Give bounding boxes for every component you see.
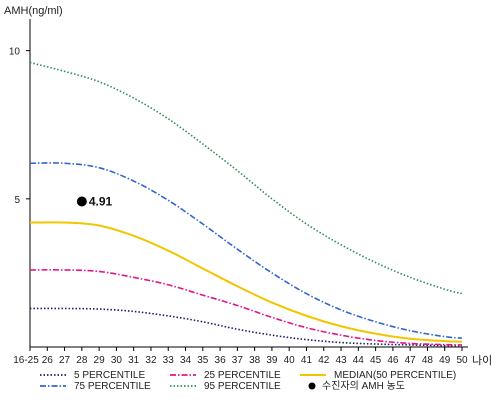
legend-label: 수진자의 AMH 농도 — [322, 380, 405, 392]
x-tick-label: 40 — [284, 355, 296, 366]
series-line-25-percentile — [29, 269, 463, 346]
x-tick-label: 41 — [301, 355, 313, 366]
y-axis-label: AMH(ng/ml) — [4, 5, 63, 17]
x-tick-label: 32 — [145, 355, 157, 366]
patient-amh-value-label: 4.91 — [89, 194, 113, 208]
x-tick-label: 26 — [42, 355, 54, 366]
legend-label: 25 PERCENTILE — [204, 370, 281, 381]
x-tick-label: 42 — [318, 355, 330, 366]
x-tick-label: 33 — [163, 355, 175, 366]
x-tick-label: 16-25 — [13, 355, 39, 366]
x-tick-label: 31 — [128, 355, 140, 366]
point-layer: 4.91 — [76, 194, 113, 208]
x-tick-label: 34 — [180, 355, 192, 366]
x-tick-label: 35 — [197, 355, 209, 366]
legend-label: 95 PERCENTILE — [204, 381, 281, 392]
series-line-median-50-percentile — [29, 221, 463, 343]
legend-label: 5 PERCENTILE — [74, 370, 145, 381]
legend: 5 PERCENTILE 25 PERCENTILE MEDIAN(50 PERCE… — [40, 370, 456, 392]
x-tick-label: 46 — [387, 355, 399, 366]
y-tick-label: 5 — [14, 195, 20, 206]
x-tick-label: 47 — [405, 355, 417, 366]
series-line-5-percentile — [29, 307, 463, 347]
x-tick-label: 38 — [249, 355, 261, 366]
series-line-75-percentile — [29, 162, 463, 339]
x-tick-label: 44 — [353, 355, 365, 366]
series-layer — [29, 61, 463, 347]
x-tick-label: 45 — [370, 355, 382, 366]
legend-label: MEDIAN(50 PERCENTILE) — [334, 370, 456, 381]
y-tick-label: 10 — [9, 47, 21, 58]
x-tick-label: 49 — [439, 355, 451, 366]
patient-amh-point — [76, 196, 87, 207]
x-tick-label: 27 — [59, 355, 71, 366]
x-tick-label: 48 — [422, 355, 434, 366]
x-tick-label: 37 — [232, 355, 244, 366]
x-tick-label: 36 — [215, 355, 227, 366]
x-tick-label: 43 — [335, 355, 347, 366]
x-tick-label: 29 — [94, 355, 106, 366]
x-tick-label: 50 — [456, 355, 468, 366]
x-tick-label: 39 — [266, 355, 278, 366]
legend-label: 75 PERCENTILE — [74, 381, 151, 392]
x-tick-label: 28 — [76, 355, 88, 366]
x-axis-label: 나이 — [472, 354, 492, 367]
series-line-95-percentile — [29, 61, 463, 295]
axes: AMH(ng/ml) 5 10 16-25 26 27 28 29 30 31 32 33 34 35 36… — [4, 5, 492, 367]
x-tick-label: 30 — [111, 355, 123, 366]
legend-point-marker — [308, 382, 316, 390]
